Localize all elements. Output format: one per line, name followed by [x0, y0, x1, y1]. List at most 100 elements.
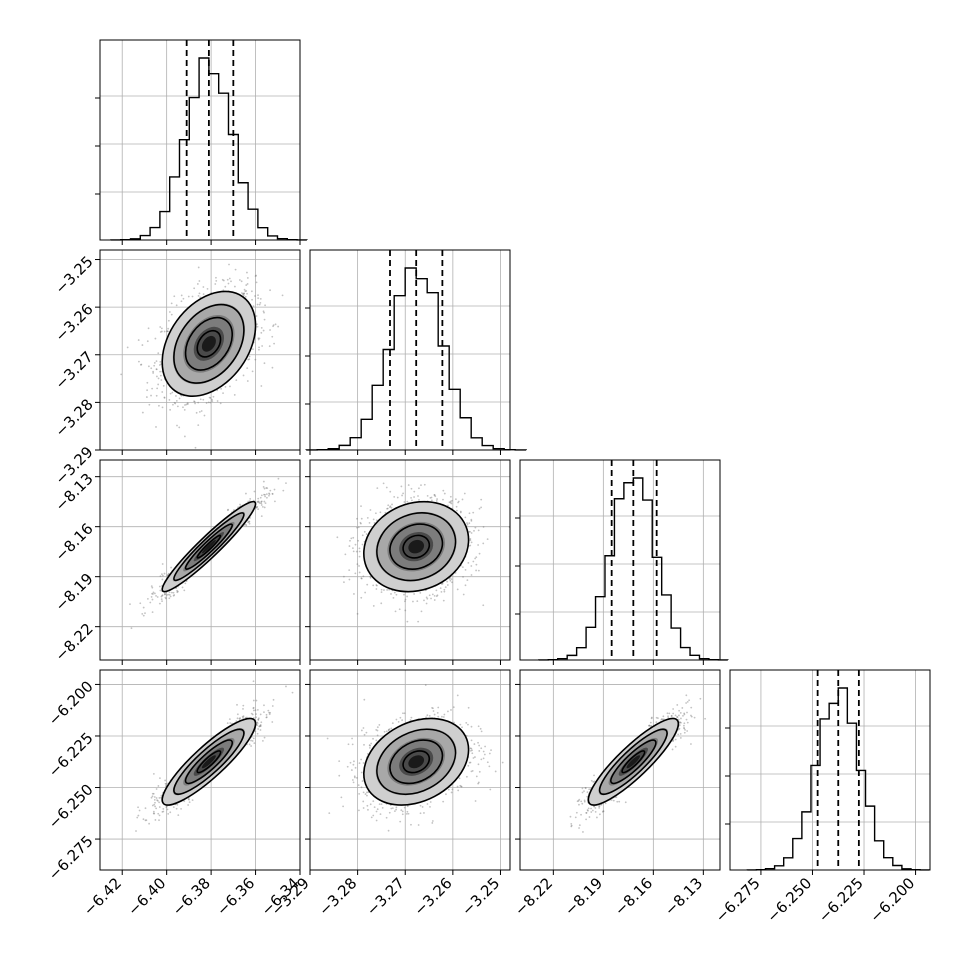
scatter-point [369, 509, 372, 511]
scatter-point [590, 779, 593, 782]
scatter-point [442, 599, 445, 602]
scatter-point [403, 501, 406, 503]
scatter-point [155, 368, 158, 371]
x-tick-label: −3.25 [458, 874, 503, 919]
scatter-point [158, 602, 161, 605]
scatter-point [141, 613, 144, 615]
panel-content [326, 684, 504, 832]
scatter-point [470, 770, 473, 773]
scatter-point [358, 555, 361, 558]
scatter-point [362, 727, 365, 729]
scatter-point [462, 593, 465, 596]
scatter-point [360, 577, 363, 580]
x-tick-label: −8.16 [611, 874, 656, 919]
scatter-point [668, 712, 671, 715]
scatter-point [450, 578, 453, 581]
scatter-point [175, 807, 178, 810]
scatter-point [159, 360, 162, 363]
scatter-point [162, 810, 165, 813]
scatter-point [591, 809, 594, 812]
scatter-point [252, 305, 255, 308]
scatter-point [159, 370, 162, 373]
scatter-point [160, 379, 163, 381]
scatter-point [242, 292, 244, 295]
scatter-point [348, 545, 351, 547]
scatter-point [470, 541, 473, 544]
scatter-point [245, 492, 247, 495]
scatter-point [177, 590, 179, 593]
scatter-point [246, 367, 249, 370]
scatter-point [354, 766, 357, 769]
scatter-point [440, 590, 443, 593]
x-tick-label: −6.200 [866, 874, 918, 926]
scatter-point [430, 597, 432, 600]
scatter-point [428, 594, 431, 597]
scatter-point [234, 268, 237, 271]
hist-frame [99, 39, 301, 241]
scatter-point [469, 530, 471, 533]
scatter-point [699, 697, 702, 700]
scatter-point [153, 364, 156, 367]
scatter-point [588, 816, 591, 818]
scatter-point [246, 277, 249, 279]
scatter-point [257, 497, 260, 500]
scatter-point [390, 506, 393, 509]
scatter-point [273, 342, 275, 345]
scatter-point [254, 730, 257, 733]
scatter-point [430, 496, 433, 499]
scatter-point [271, 492, 274, 495]
scatter-point [373, 806, 376, 809]
scatter-point [245, 524, 248, 527]
scatter-point [375, 739, 378, 742]
scatter-point [198, 292, 201, 295]
scatter-point [141, 411, 144, 414]
scatter-point [251, 713, 254, 716]
scatter-point [282, 489, 285, 492]
scatter-point [417, 495, 419, 497]
scatter-point [429, 496, 432, 499]
scatter-point [152, 812, 155, 815]
scatter-point [434, 495, 437, 498]
scatter-point [488, 765, 491, 768]
panel-content [120, 263, 284, 449]
scatter-point [191, 799, 194, 802]
scatter-point [195, 411, 198, 414]
scatter-point [168, 399, 171, 401]
contour-line [173, 728, 245, 796]
scatter-point [260, 515, 263, 518]
scatter-point [403, 806, 406, 809]
scatter-point [580, 813, 582, 816]
scatter-point [153, 592, 156, 595]
scatter-point [268, 713, 271, 716]
contour-line [184, 316, 234, 371]
scatter-point [230, 280, 232, 283]
scatter-point [376, 734, 379, 737]
scatter-point [380, 803, 383, 806]
scatter-point [216, 400, 219, 402]
scatter-point [228, 277, 231, 280]
scatter-point [475, 775, 478, 778]
scatter-point [459, 510, 462, 513]
scatter-point [266, 487, 269, 490]
scatter-point [224, 385, 227, 388]
scatter-point [246, 283, 249, 285]
scatter-point [683, 722, 686, 725]
scatter-point [260, 502, 263, 505]
scatter-point [194, 402, 196, 405]
scatter-point [478, 552, 481, 555]
scatter-point [164, 596, 167, 599]
scatter-point [151, 792, 154, 795]
scatter-point [291, 691, 294, 694]
scatter-point [376, 584, 378, 587]
scatter-point [227, 282, 230, 285]
scatter-point [164, 779, 167, 782]
scatter-point [228, 263, 230, 266]
scatter-point [399, 716, 402, 719]
scatter-point [235, 379, 238, 382]
scatter-point [158, 585, 161, 588]
scatter-point [256, 724, 259, 726]
x-tick-label: −6.40 [124, 874, 169, 919]
scatter-point [353, 593, 355, 595]
scatter-point [153, 796, 156, 798]
scatter-point [120, 373, 123, 376]
